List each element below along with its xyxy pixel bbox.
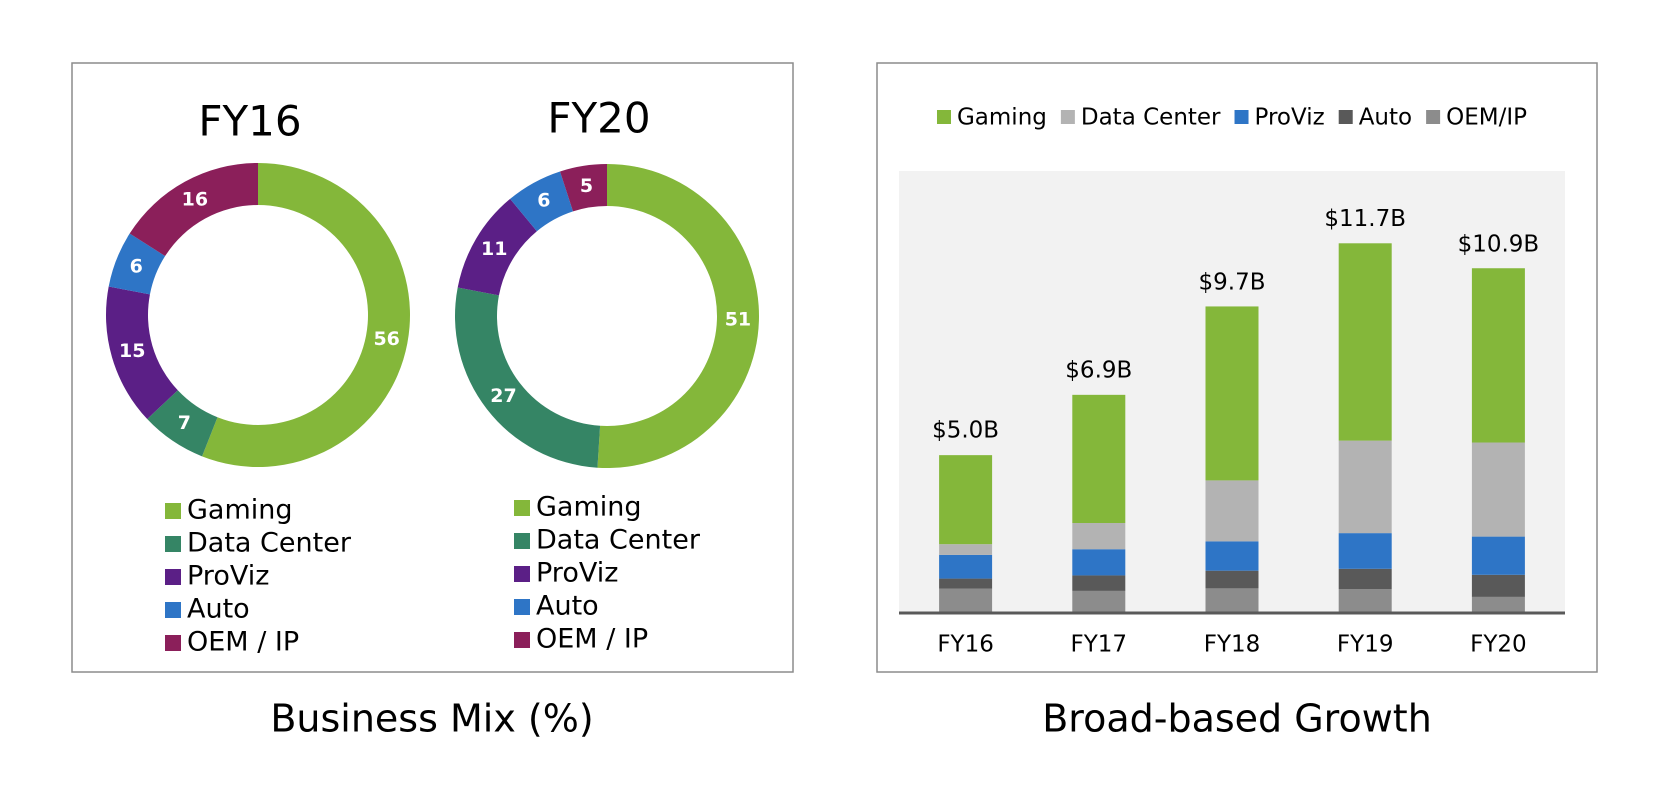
legend-swatch bbox=[1234, 110, 1249, 124]
data-label: 11 bbox=[481, 238, 507, 260]
legend-swatch bbox=[165, 602, 181, 618]
legend-swatch bbox=[165, 635, 181, 651]
total-label: $9.7B bbox=[1199, 269, 1266, 295]
data-label: 6 bbox=[130, 255, 143, 277]
donut-segment bbox=[455, 287, 601, 468]
bar-segment bbox=[1338, 440, 1392, 534]
bar-segment bbox=[1471, 536, 1525, 575]
donut-segment bbox=[129, 163, 258, 257]
legend-swatch bbox=[165, 569, 181, 585]
bar-segment bbox=[939, 455, 993, 545]
panel-frame bbox=[876, 62, 1598, 673]
caption: Broad-based Growth bbox=[1042, 697, 1432, 741]
data-label: 6 bbox=[537, 190, 550, 212]
bar-segment bbox=[939, 554, 993, 579]
legend-swatch bbox=[1060, 110, 1075, 124]
data-label: 56 bbox=[373, 328, 399, 350]
bar-segment bbox=[1205, 541, 1259, 571]
bar-segment bbox=[1072, 523, 1126, 550]
legend-label: Gaming bbox=[536, 492, 642, 523]
bar-segment bbox=[1338, 533, 1392, 569]
legend-swatch bbox=[514, 632, 530, 648]
legend-swatch bbox=[1338, 110, 1353, 124]
legend-swatch bbox=[514, 599, 530, 615]
bar-segment bbox=[1205, 588, 1259, 613]
donut-segment bbox=[108, 233, 166, 295]
legend-label: Auto bbox=[1359, 105, 1412, 131]
data-label: 16 bbox=[182, 189, 208, 211]
legend-swatch bbox=[165, 503, 181, 519]
legend-label: OEM/IP bbox=[1446, 105, 1527, 131]
bar-segment bbox=[1205, 570, 1259, 589]
donut-segment bbox=[147, 390, 218, 457]
legend-swatch bbox=[936, 110, 951, 124]
legend-label: OEM / IP bbox=[536, 624, 648, 655]
bar-segment bbox=[1471, 442, 1525, 537]
donut-segment bbox=[457, 198, 537, 296]
bar-segment bbox=[1205, 480, 1259, 542]
bar-segment bbox=[1072, 575, 1126, 591]
data-label: 15 bbox=[119, 340, 145, 362]
bar-segment bbox=[939, 544, 993, 555]
data-label: 7 bbox=[178, 412, 191, 434]
chart-title: FY20 bbox=[547, 94, 650, 143]
legend-label: Data Center bbox=[1081, 105, 1221, 131]
legend-label: Data Center bbox=[187, 528, 352, 559]
total-label: $6.9B bbox=[1065, 358, 1132, 384]
legend-label: ProViz bbox=[187, 561, 269, 592]
x-tick-label: FY16 bbox=[937, 632, 994, 658]
bar-segment bbox=[1338, 568, 1392, 590]
legend-label: OEM / IP bbox=[187, 627, 299, 658]
data-label: 5 bbox=[580, 175, 593, 197]
total-label: $10.9B bbox=[1458, 231, 1540, 257]
bar-segment bbox=[939, 578, 993, 589]
donut-segment bbox=[510, 171, 574, 232]
legend-swatch bbox=[514, 533, 530, 549]
bar-segment bbox=[939, 588, 993, 613]
bar-segment bbox=[1471, 596, 1525, 613]
bar-segment bbox=[1072, 394, 1126, 524]
data-label: 27 bbox=[490, 385, 516, 407]
legend-label: Gaming bbox=[187, 495, 293, 526]
donut-segment bbox=[597, 164, 760, 469]
panel-frame bbox=[71, 62, 794, 673]
legend-label: Auto bbox=[536, 591, 599, 622]
x-tick-label: FY19 bbox=[1337, 632, 1394, 658]
legend-label: Data Center bbox=[536, 525, 701, 556]
legend-swatch bbox=[165, 536, 181, 552]
total-label: $5.0B bbox=[932, 418, 999, 444]
bar-segment bbox=[1072, 590, 1126, 613]
bar-segment bbox=[1072, 549, 1126, 576]
bar-segment bbox=[1338, 243, 1392, 441]
donut-segment bbox=[202, 163, 410, 467]
x-tick-label: FY17 bbox=[1071, 632, 1128, 658]
x-tick-label: FY18 bbox=[1204, 632, 1261, 658]
bar-segment bbox=[1338, 589, 1392, 613]
bar-segment bbox=[1471, 268, 1525, 443]
legend-label: Gaming bbox=[957, 105, 1047, 131]
legend-label: Auto bbox=[187, 594, 250, 625]
legend-swatch bbox=[514, 500, 530, 516]
donut-segment bbox=[560, 164, 607, 212]
chart-title: FY16 bbox=[198, 97, 301, 146]
legend-swatch bbox=[514, 566, 530, 582]
legend-swatch bbox=[1426, 110, 1441, 124]
legend-label: ProViz bbox=[1255, 105, 1325, 131]
legend-label: ProViz bbox=[536, 558, 618, 589]
data-label: 51 bbox=[725, 309, 751, 331]
caption: Business Mix (%) bbox=[270, 697, 593, 741]
x-tick-label: FY20 bbox=[1470, 632, 1527, 658]
bar-segment bbox=[1205, 306, 1259, 481]
bar-segment bbox=[1471, 574, 1525, 597]
donut-segment bbox=[106, 286, 178, 420]
total-label: $11.7B bbox=[1324, 206, 1406, 232]
